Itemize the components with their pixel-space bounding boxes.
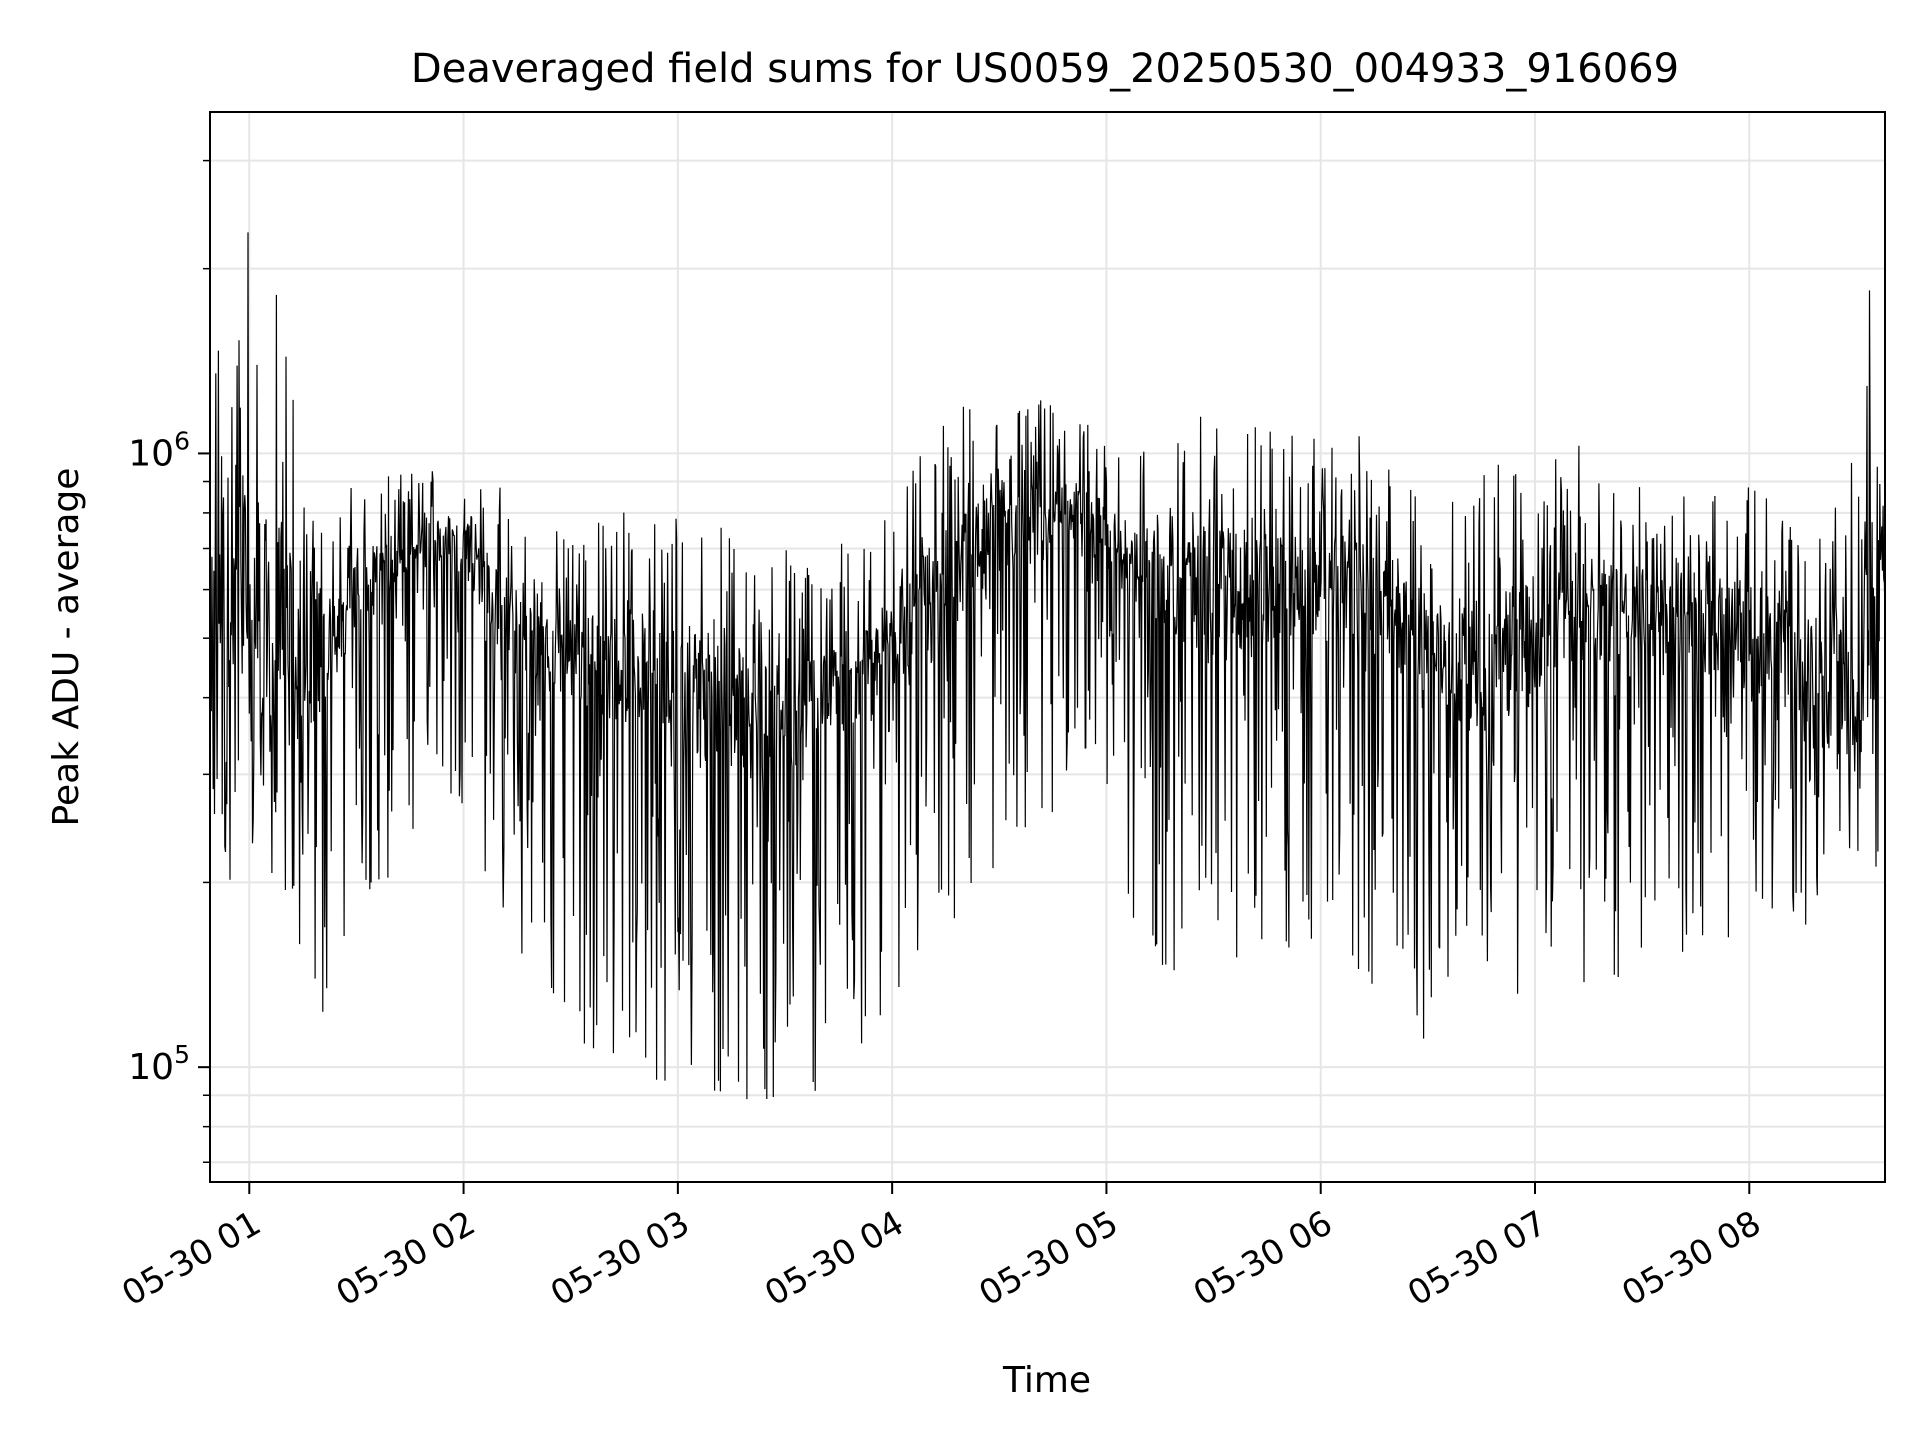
series-line (209, 232, 1886, 1100)
y-axis-ticks: 105 106 (128, 159, 210, 1163)
x-axis-label: Time (1002, 1360, 1091, 1401)
y-tick-label: 106 (128, 426, 190, 474)
plot-frame (209, 111, 1886, 1183)
y-tick-label: 105 (128, 1040, 190, 1088)
data-series (209, 232, 1886, 1100)
y-axis-label: Peak ADU - average (46, 468, 87, 827)
chart-title: Deaveraged field sums for US0059_2025053… (411, 46, 1679, 92)
